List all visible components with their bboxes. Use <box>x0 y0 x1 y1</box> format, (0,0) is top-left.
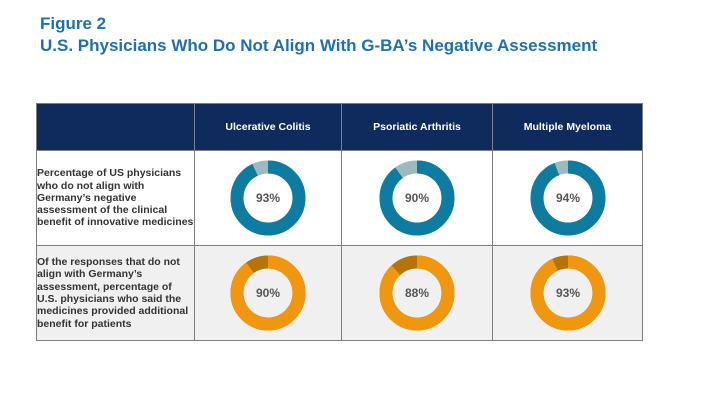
table-row: Of the responses that do not align with … <box>36 245 643 341</box>
header-corner <box>36 103 195 151</box>
table-row: Percentage of US physicians who do not a… <box>36 150 643 246</box>
donut-value-arc <box>530 160 605 236</box>
donut-value-arc <box>230 255 306 331</box>
donut-cell: 90% <box>341 150 493 246</box>
donut-data-label: 90% <box>405 191 429 205</box>
donut-cell: 94% <box>492 150 643 246</box>
column-header-multiple-myeloma: Multiple Myeloma <box>492 103 643 151</box>
column-header-ulcerative-colitis: Ulcerative Colitis <box>194 103 342 151</box>
donut-chart: 90% <box>379 160 455 236</box>
donut-chart: 88% <box>379 255 455 331</box>
donut-data-label: 94% <box>555 191 579 205</box>
donut-value-arc <box>230 160 306 236</box>
donut-value-arc <box>379 255 455 331</box>
figure-title: U.S. Physicians Who Do Not Align With G-… <box>40 36 598 55</box>
donut-data-label: 93% <box>555 286 579 300</box>
donut-chart: 94% <box>530 160 605 236</box>
donut-value-arc <box>379 160 455 236</box>
donut-cell: 88% <box>341 245 493 341</box>
donut-value-arc <box>530 255 605 331</box>
column-header-psoriatic-arthritis: Psoriatic Arthritis <box>341 103 493 151</box>
header-row: Ulcerative Colitis Psoriatic Arthritis M… <box>36 103 643 151</box>
donut-table: Ulcerative Colitis Psoriatic Arthritis M… <box>36 103 643 341</box>
donut-cell: 93% <box>194 150 342 246</box>
donut-data-label: 88% <box>405 286 429 300</box>
row-label: Percentage of US physicians who do not a… <box>36 150 195 246</box>
donut-chart: 93% <box>230 160 306 236</box>
donut-data-label: 93% <box>256 191 280 205</box>
donut-cell: 90% <box>194 245 342 341</box>
donut-data-label: 90% <box>256 286 280 300</box>
donut-chart: 90% <box>230 255 306 331</box>
figure-label: Figure 2 <box>40 14 107 33</box>
donut-cell: 93% <box>492 245 643 341</box>
row-label: Of the responses that do not align with … <box>36 245 195 341</box>
donut-chart: 93% <box>530 255 605 331</box>
